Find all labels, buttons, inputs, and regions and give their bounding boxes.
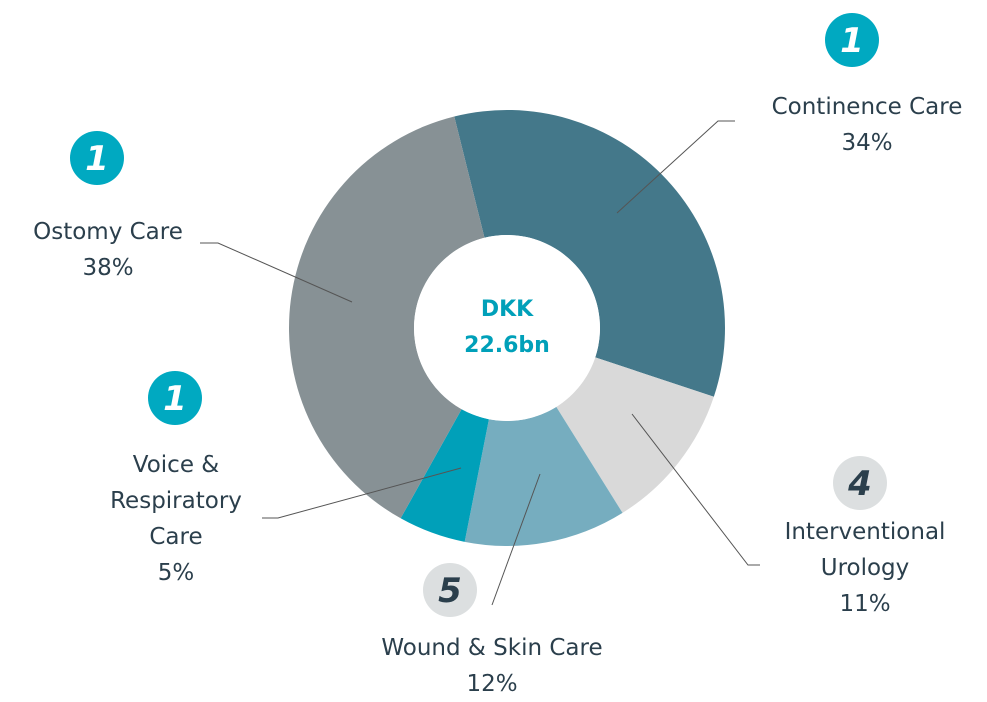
leader-line [616,120,735,214]
leader-line [491,473,541,606]
leader-line [200,242,353,303]
value-label: 5% [157,560,195,586]
rank-badge-number: 5 [438,571,462,611]
rank-badge [70,131,124,185]
segment-label: Wound & Skin Care 12% [332,630,652,702]
segment-label: Interventional Urology 11% [765,514,965,622]
value-label: 12% [466,671,518,697]
value-label: 34% [841,130,893,156]
rank-badge-number: 1 [85,139,109,179]
rank-badge-number: 1 [840,21,864,61]
segment-label: Voice & Respiratory Care 5% [96,447,256,591]
rank-badge-number: 4 [847,464,872,504]
rank-badge-number: 1 [163,379,187,419]
donut-segment [464,406,623,546]
donut-hole [414,235,600,421]
rank-badge [825,13,879,67]
leader-line [262,467,462,519]
donut-segment [400,409,489,542]
segment-label: Ostomy Care 38% [0,214,218,286]
category-name: Voice & Respiratory Care [110,452,242,550]
rank-badge [423,563,477,617]
category-name: Continence Care [771,94,963,120]
donut-segment [454,110,725,397]
center-label: DKK 22.6bn [464,297,550,358]
category-name: Wound & Skin Care [381,635,603,661]
category-name: Ostomy Care [33,219,183,245]
segment-label: Continence Care 34% [737,89,987,161]
value-label: 38% [82,255,134,281]
rank-badge [148,371,202,425]
rank-badge [833,456,887,510]
category-name: Interventional Urology [784,519,946,581]
value-label: 11% [839,591,891,617]
donut-segment [556,357,714,513]
donut-segment [288,116,485,519]
leader-line [631,413,760,566]
